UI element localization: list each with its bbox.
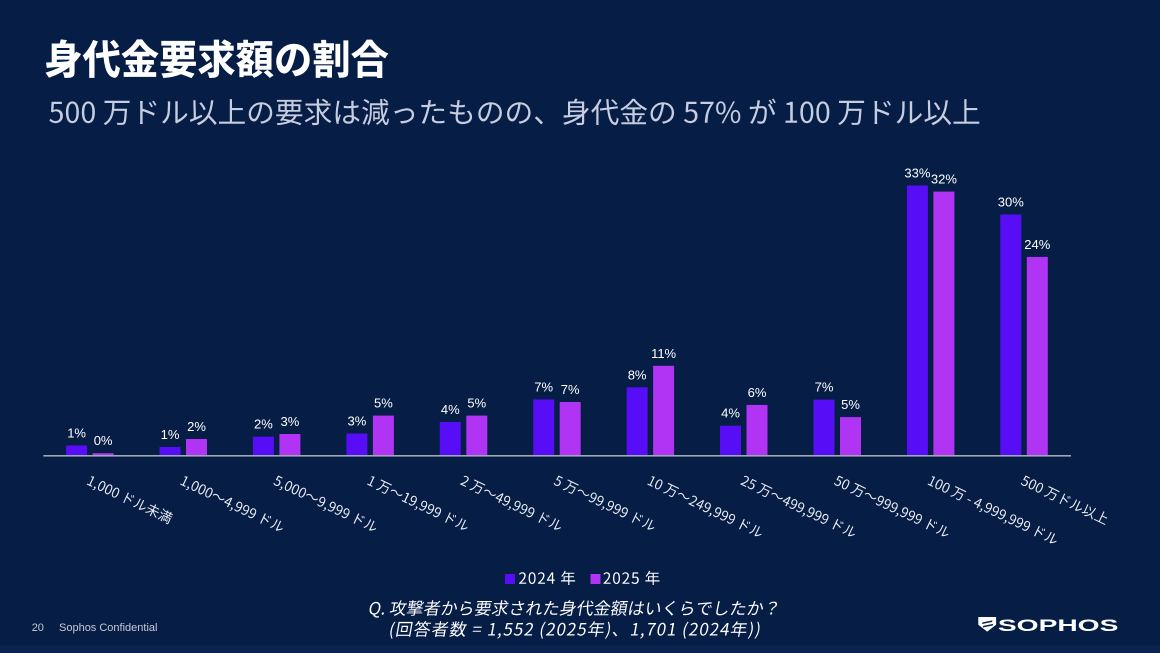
svg-text:Sophos Confidential: Sophos Confidential: [59, 622, 157, 634]
svg-text:32%: 32%: [931, 172, 957, 187]
svg-text:2%: 2%: [187, 419, 206, 434]
svg-text:4%: 4%: [441, 402, 460, 417]
svg-text:33%: 33%: [904, 166, 930, 181]
svg-text:3%: 3%: [348, 414, 367, 429]
svg-text:30%: 30%: [998, 195, 1024, 210]
svg-text:20: 20: [32, 622, 44, 634]
svg-text:5%: 5%: [841, 397, 860, 412]
svg-text:5%: 5%: [467, 396, 486, 411]
svg-text:3%: 3%: [281, 414, 300, 429]
svg-text:24%: 24%: [1024, 237, 1050, 252]
svg-text:7%: 7%: [534, 379, 553, 394]
svg-text:6%: 6%: [748, 385, 767, 400]
svg-text:1%: 1%: [161, 427, 180, 442]
svg-text:5%: 5%: [374, 396, 393, 411]
svg-text:4%: 4%: [721, 406, 740, 421]
svg-text:7%: 7%: [815, 380, 834, 395]
svg-text:7%: 7%: [561, 382, 580, 397]
svg-text:8%: 8%: [628, 367, 647, 382]
svg-text:11%: 11%: [651, 346, 676, 361]
svg-text:0%: 0%: [94, 433, 113, 448]
svg-text:2%: 2%: [254, 417, 273, 432]
svg-text:SOPHOS: SOPHOS: [998, 617, 1119, 635]
svg-text:1%: 1%: [67, 426, 86, 441]
